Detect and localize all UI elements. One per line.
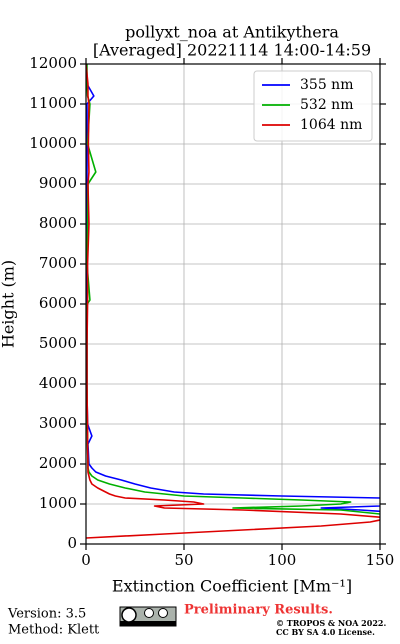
x-tick-label: 50	[174, 551, 193, 569]
y-tick-label: 6000	[39, 294, 77, 312]
plot-lines	[86, 64, 380, 539]
axes: 0100020003000400050006000700080009000100…	[29, 54, 394, 569]
y-tick-label: 1000	[39, 494, 77, 512]
y-tick-label: 3000	[39, 414, 77, 432]
version: Version: 3.5	[7, 607, 86, 622]
chart-title: pollyxt_noa at Antikythera	[125, 23, 339, 42]
profile-line	[86, 64, 380, 513]
y-tick-label: 12000	[29, 54, 77, 72]
x-tick-label: 150	[366, 551, 395, 569]
y-tick-label: 7000	[39, 254, 77, 272]
x-tick-label: 0	[81, 551, 91, 569]
license: CC BY SA 4.0 License.	[276, 627, 375, 637]
y-tick-label: 0	[67, 534, 77, 552]
x-tick-label: 100	[268, 551, 297, 569]
legend-label: 532 nm	[300, 97, 353, 113]
legend-box	[253, 70, 373, 142]
method: Method: Klett	[8, 623, 100, 638]
cc-logo	[119, 606, 177, 627]
y-tick-label: 4000	[39, 374, 77, 392]
y-tick-label: 11000	[29, 94, 77, 112]
y-tick-label: 5000	[39, 334, 77, 352]
preliminary-notice: Preliminary Results.	[184, 603, 333, 618]
y-tick-label: 2000	[39, 454, 77, 472]
chart-subtitle: [Averaged] 20221114 14:00-14:59	[93, 41, 371, 60]
y-tick-label: 9000	[39, 174, 77, 192]
copyright: © TROPOS & NOA 2022.	[276, 618, 386, 628]
legend-label: 1064 nm	[300, 117, 362, 133]
y-tick-label: 10000	[29, 134, 77, 152]
profile-line	[86, 64, 380, 539]
y-axis-label: Height (m)	[0, 260, 18, 348]
legend-label: 355 nm	[300, 77, 353, 93]
legend: 355 nm 532 nm 1064 nm	[253, 70, 373, 142]
x-axis-label: Extinction Coefficient [Mm⁻¹]	[112, 577, 352, 596]
y-tick-label: 8000	[39, 214, 77, 232]
